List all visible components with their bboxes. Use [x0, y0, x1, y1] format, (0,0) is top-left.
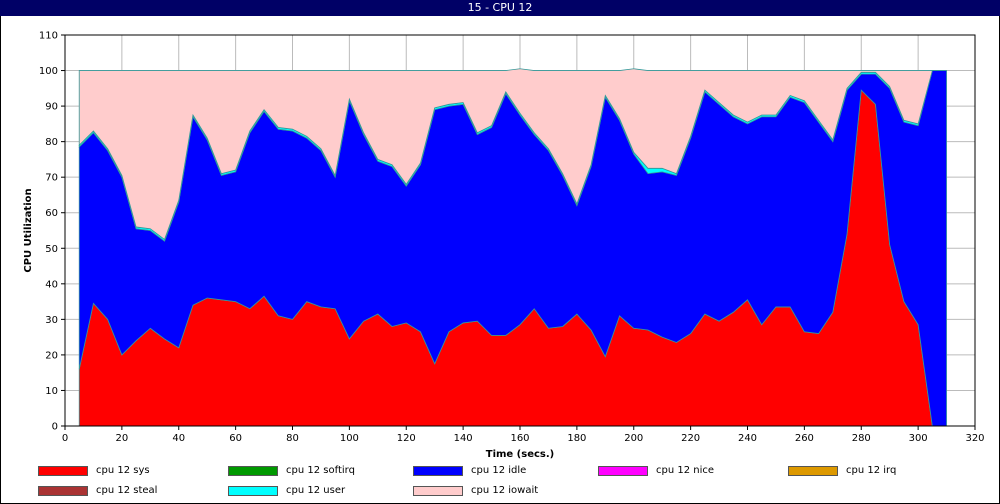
x-tick-label: 160	[510, 433, 529, 444]
x-tick-label: 20	[116, 433, 129, 444]
y-tick-label: 100	[39, 66, 58, 77]
series-area-cpu-12-iowait	[78, 68, 947, 241]
y-tick-label: 0	[52, 422, 58, 433]
y-tick-label: 50	[45, 244, 58, 255]
x-tick-label: 280	[852, 433, 871, 444]
legend-item: cpu 12 nice	[598, 464, 778, 478]
x-tick-label: 320	[965, 433, 984, 444]
legend-swatch	[413, 486, 463, 496]
y-axis-title: CPU Utilization	[23, 188, 34, 272]
legend-item: cpu 12 sys	[38, 464, 218, 478]
x-axis-title: Time (secs.)	[486, 449, 555, 460]
legend-swatch	[228, 466, 278, 476]
x-tick-label: 260	[795, 433, 814, 444]
y-tick-label: 60	[45, 208, 58, 219]
y-tick-label: 90	[45, 102, 58, 113]
x-tick-label: 0	[62, 433, 68, 444]
x-tick-label: 140	[454, 433, 473, 444]
x-tick-label: 200	[624, 433, 643, 444]
legend-swatch	[598, 466, 648, 476]
legend-label: cpu 12 softirq	[286, 465, 355, 476]
window-title: 15 - CPU 12	[0, 0, 1000, 16]
y-tick-label: 30	[45, 315, 58, 326]
x-tick-label: 60	[229, 433, 242, 444]
legend-swatch	[413, 466, 463, 476]
y-tick-label: 10	[45, 386, 58, 397]
legend-label: cpu 12 iowait	[471, 485, 539, 496]
legend-item: cpu 12 steal	[38, 484, 218, 498]
legend-label: cpu 12 sys	[96, 465, 150, 476]
legend-label: cpu 12 nice	[656, 465, 715, 476]
x-tick-label: 300	[909, 433, 928, 444]
legend-label: cpu 12 irq	[846, 465, 897, 476]
y-tick-label: 110	[39, 31, 58, 42]
y-tick-label: 80	[45, 137, 58, 148]
x-tick-label: 220	[681, 433, 700, 444]
legend-item: cpu 12 idle	[413, 464, 593, 478]
x-tick-label: 40	[172, 433, 185, 444]
y-tick-label: 20	[45, 350, 58, 361]
legend-swatch	[788, 466, 838, 476]
x-tick-label: 120	[397, 433, 416, 444]
legend-item: cpu 12 softirq	[228, 464, 408, 478]
x-tick-label: 100	[340, 433, 359, 444]
legend-label: cpu 12 steal	[96, 485, 158, 496]
legend-swatch	[38, 466, 88, 476]
legend-label: cpu 12 idle	[471, 465, 527, 476]
y-tick-label: 70	[45, 173, 58, 184]
legend-swatch	[38, 486, 88, 496]
x-tick-label: 180	[567, 433, 586, 444]
y-tick-label: 40	[45, 279, 58, 290]
x-tick-label: 240	[738, 433, 757, 444]
x-tick-label: 80	[286, 433, 299, 444]
chart-plot: 0 20 40 60 80 100 120 140 160 180 200 220 240 260 280 3…	[23, 31, 985, 461]
legend-label: cpu 12 user	[286, 485, 346, 496]
legend-item: cpu 12 iowait	[413, 484, 593, 498]
legend-item: cpu 12 user	[228, 484, 408, 498]
legend-item: cpu 12 irq	[788, 464, 968, 478]
chart-legend: cpu 12 sys cpu 12 softirq cpu 12 idle cpu 1…	[0, 462, 1000, 502]
legend-swatch	[228, 486, 278, 496]
